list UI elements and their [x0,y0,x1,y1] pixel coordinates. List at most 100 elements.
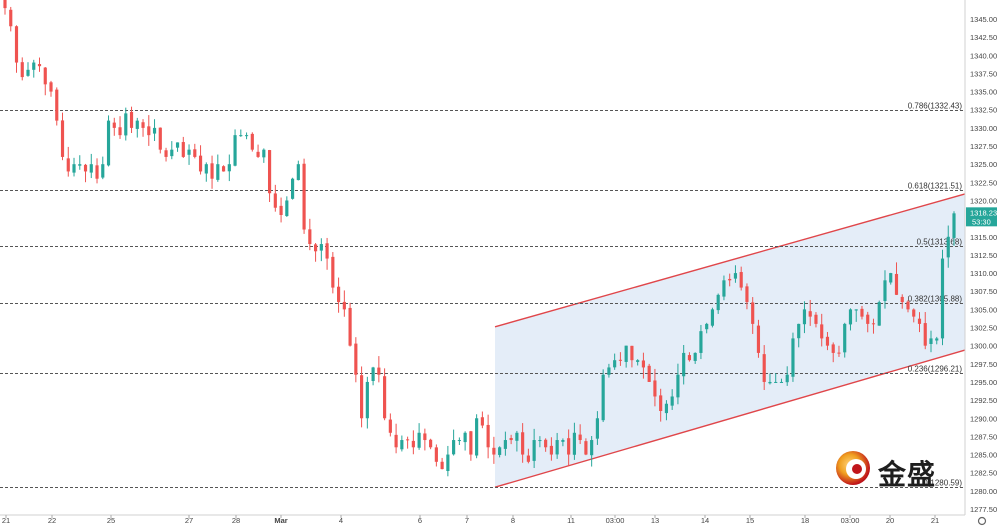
candle-body [515,432,519,441]
candle-body [785,374,789,383]
candle-body [486,424,490,448]
regression-channel [494,193,966,488]
candle-body [348,307,352,346]
candle-body [314,244,318,252]
candle-body [498,447,502,455]
time-tick-label: 7 [465,516,469,525]
candle-body [3,0,7,9]
candle-body [906,301,910,310]
candle-body [354,343,358,375]
candle-body [394,434,398,448]
candle-body [751,302,755,324]
candle-body [894,273,899,295]
candle-body [590,440,594,456]
candle-body [480,417,484,426]
candle-body [106,120,111,166]
settings-gear-icon[interactable] [977,516,987,526]
price-tick-label: 1292.50 [970,396,997,405]
candle-body [463,432,467,443]
candle-body [210,163,214,179]
candle-body [411,440,415,448]
candle-body [503,440,507,449]
candle-body [624,345,628,362]
fib-level-label: 0.236(1296.21) [908,365,963,374]
candle-body [889,273,893,283]
time-tick-label: 15 [746,516,754,525]
candle-body [630,345,634,361]
candle-body [917,318,922,324]
time-tick-label: 6 [418,516,422,525]
candle-body [935,338,939,341]
price-tick-label: 1327.50 [970,142,997,151]
candle-body [187,149,191,155]
candle-body [555,440,559,455]
candle-body [618,359,622,361]
candle-body [791,338,795,377]
candle-body [342,301,346,310]
candle-body [647,365,651,382]
candle-body [883,280,887,302]
candle-body [710,309,715,326]
price-tick-label: 1302.50 [970,324,997,333]
candle-body [129,111,134,128]
candlestick-series [3,0,956,477]
candle-body [808,311,812,317]
candle-body [78,164,82,166]
time-tick-label: 21 [2,516,10,525]
candle-body [60,120,65,157]
candle-body [337,286,341,303]
price-tick-label: 1295.00 [970,378,997,387]
candle-body [406,439,410,441]
candle-body [66,158,70,172]
candle-body [728,278,732,281]
candle-body [170,149,174,157]
candle-body [400,440,404,450]
candle-body [331,256,335,288]
price-tick-label: 1277.50 [970,505,997,514]
price-tick-label: 1322.50 [970,178,997,187]
price-tick-label: 1320.00 [970,196,997,205]
candle-body [383,376,387,419]
candle-body [871,323,876,325]
price-tick-label: 1315.00 [970,233,997,242]
candle-body [423,433,427,441]
candle-body [308,229,312,245]
candle-body [756,325,761,353]
time-tick-label: 03:00 [606,516,625,525]
candle-body [239,135,243,137]
time-tick-label: 11 [567,516,575,525]
time-tick-label: 22 [48,516,56,525]
candle-body [365,381,369,419]
candle-body [434,447,438,462]
candle-body [475,418,479,456]
price-tick-label: 1340.00 [970,51,997,60]
price-tick-label: 1330.00 [970,124,997,133]
last-price-box [966,207,997,227]
candle-body [325,243,329,259]
candle-body [837,352,841,354]
brand-logo-icon [836,451,870,485]
price-axis: 1345.00 1342.50 1340.00 1337.50 1335.00 1332.… [964,0,997,515]
candle-body [49,82,53,92]
candle-body [296,164,300,181]
candle-body [843,323,847,353]
candle-body [745,286,749,303]
candle-body [89,164,93,173]
price-tick-label: 1342.50 [970,33,997,42]
time-tick-label: 8 [511,516,515,525]
candle-body [43,67,47,85]
time-axis: 21 22 25 27 28 Mar 4 6 7 8 11 03:00 13 14 15 18 03:00 20 2… [0,514,965,525]
candle-body [946,236,950,258]
candle-body [26,69,30,76]
price-tick-label: 1280.00 [970,487,997,496]
candle-body [290,178,295,199]
price-tick-label: 1300.00 [970,342,997,351]
candle-body [250,133,254,150]
brand-name: 金盛 [878,458,937,491]
candle-body [14,26,19,63]
candle-body [279,205,283,215]
candle-body [72,164,76,173]
price-tick-label: 1310.00 [970,269,997,278]
candle-body [567,438,571,455]
